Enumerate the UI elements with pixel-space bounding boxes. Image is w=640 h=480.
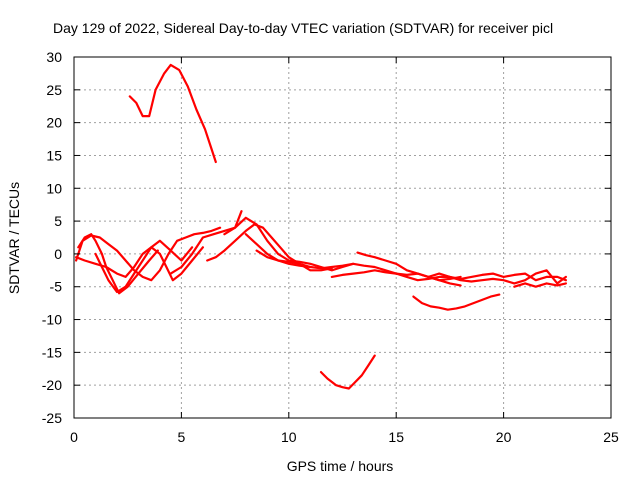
series-track-14: [395, 272, 568, 282]
axis-ticks: [73, 56, 612, 419]
y-tick-label: -25: [42, 410, 62, 426]
x-axis-label: GPS time / hours: [287, 458, 394, 474]
series-track-2: [319, 354, 376, 390]
y-tick-label: 25: [46, 82, 62, 98]
series-track-4: [77, 233, 159, 295]
series-track-6: [94, 239, 194, 294]
x-tick-label: 15: [388, 429, 404, 445]
chart-title: Day 129 of 2022, Sidereal Day-to-day VTE…: [53, 20, 553, 36]
series-track-5: [74, 246, 204, 282]
y-tick-label: -15: [42, 344, 62, 360]
series-track-10: [244, 233, 355, 270]
plot-frame: [73, 56, 612, 419]
y-tick-label: 15: [46, 147, 62, 163]
series-track-15: [412, 293, 501, 311]
y-tick-label: 0: [54, 246, 62, 262]
y-tick-label: -10: [42, 312, 62, 328]
series-track-11: [255, 249, 333, 272]
y-tick-label: -5: [50, 279, 63, 295]
series-track-3: [74, 226, 222, 282]
series-track-1: [128, 63, 217, 164]
y-tick-label: 20: [46, 115, 62, 131]
series-track-17: [513, 282, 568, 288]
y-tick-label: 10: [46, 180, 62, 196]
grid: [74, 57, 611, 418]
x-tick-label: 5: [178, 429, 186, 445]
y-tick-label: -20: [42, 377, 62, 393]
y-axis-label: SDTVAR / TECUs: [6, 182, 22, 294]
y-tick-label: 5: [54, 213, 62, 229]
x-tick-label: 10: [281, 429, 297, 445]
x-tick-label: 25: [603, 429, 619, 445]
data-series: [74, 63, 568, 390]
x-tick-label: 0: [70, 429, 78, 445]
y-tick-label: 30: [46, 49, 62, 65]
series-track-13: [356, 251, 462, 287]
tick-labels: 0 5 10 15 20 25 -25 -20 -15 -10 -5 0 5 10 15 20 25 30: [42, 49, 619, 445]
series-track-9: [223, 216, 398, 275]
x-tick-label: 20: [496, 429, 512, 445]
series-track-16: [427, 269, 568, 285]
